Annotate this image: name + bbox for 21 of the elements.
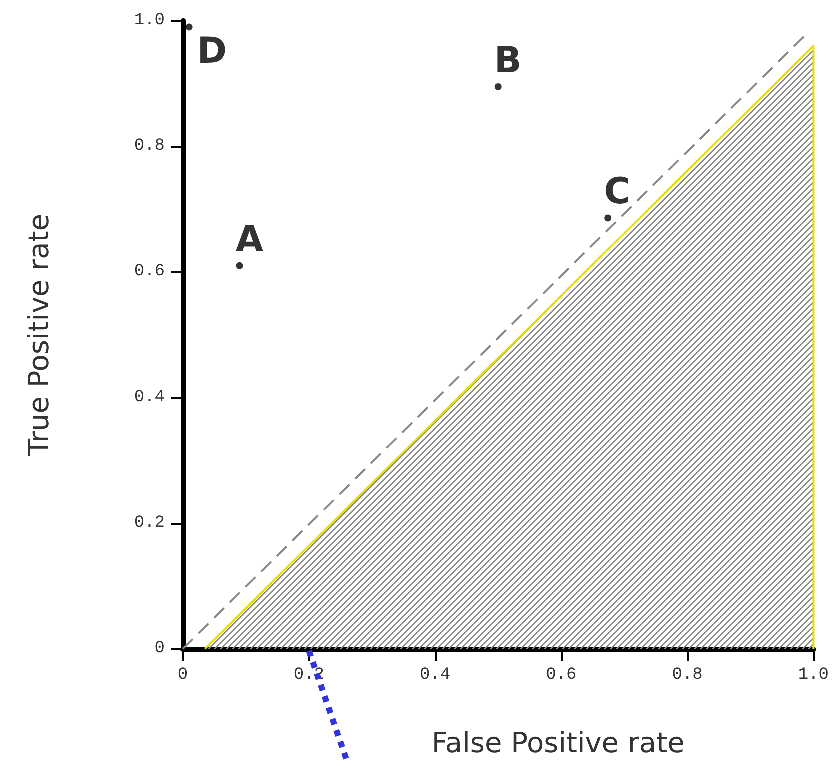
annotation: D [197,30,228,72]
y-tick-label: 0.8 [134,137,165,156]
y-axis-title: True Positive rate [22,214,56,458]
annotation: C [604,172,631,213]
point [236,262,244,270]
x-tick-label: 0 [178,666,188,685]
x-tick-label: 1.0 [798,666,829,685]
y-tick-label: 1.0 [134,12,165,30]
point [494,83,502,90]
x-axis-title: False Positive rate [432,726,685,760]
y-tick-label: 0.2 [134,514,165,533]
annotation: A [236,219,264,260]
annotation: B [494,40,522,82]
x-tick-label: 0.6 [546,666,577,685]
y-tick-label: 0.6 [134,262,165,282]
point [604,214,612,222]
y-tick-label: 0.4 [134,388,165,408]
x-tick-label: 0.8 [672,666,703,685]
point [186,24,193,31]
x-tick-label: 0.4 [420,666,451,685]
y-tick-label: 0 [154,640,165,658]
